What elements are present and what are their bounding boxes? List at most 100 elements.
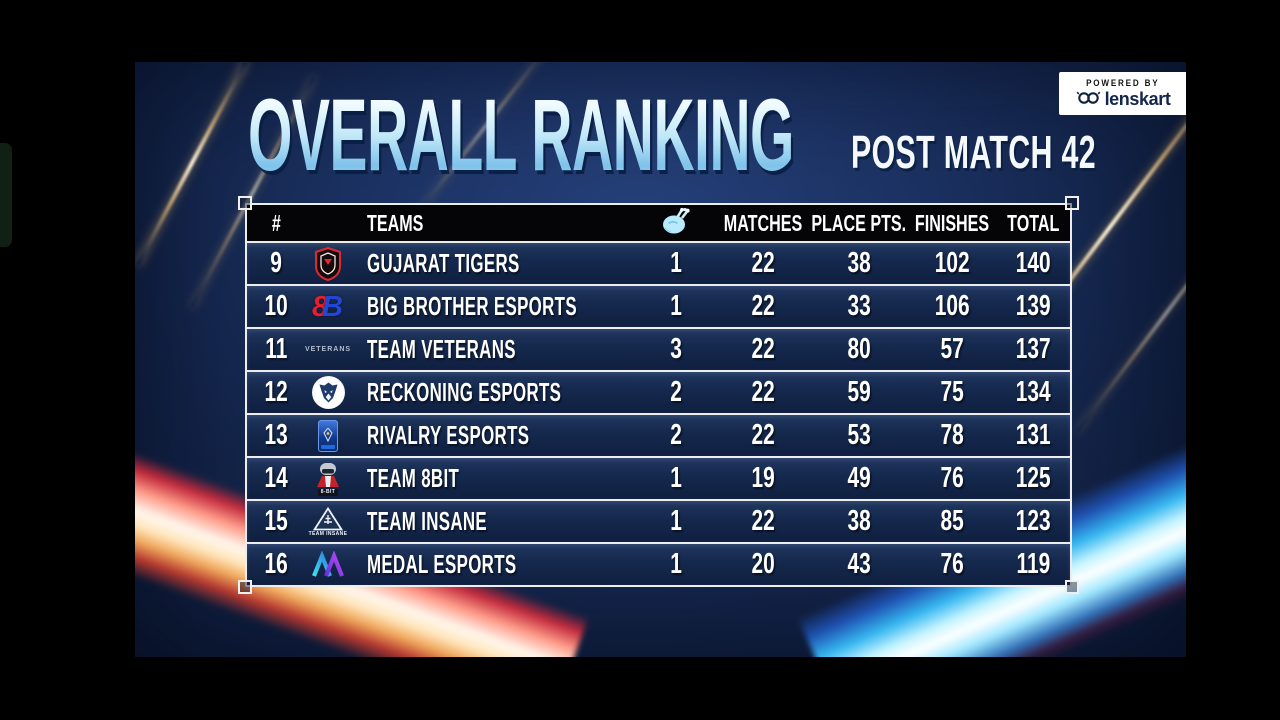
- logo-letter: 8: [312, 290, 329, 323]
- glasses-icon: [1076, 90, 1101, 109]
- team-name: GUJARAT TIGERS: [367, 248, 520, 278]
- place-points: 33: [847, 290, 871, 322]
- reckoning-esports-logo: [305, 372, 351, 413]
- table-corner-handle: [1065, 580, 1079, 594]
- finishes-column-header: FINISHES: [914, 209, 990, 236]
- powered-by-badge: POWERED BY lenskart: [1059, 72, 1186, 115]
- video-frame[interactable]: OVERALL RANKING POST MATCH 42 POWERED BY…: [135, 62, 1186, 657]
- finishes-count: 106: [934, 290, 970, 322]
- wwcd-column-header: [637, 205, 715, 241]
- table-row: 10 8 B BIG BROTHER ESPORTS 1 22 33 106 1…: [245, 286, 1072, 329]
- gold-light-streak: [1075, 191, 1186, 433]
- place-points: 80: [847, 333, 871, 365]
- matches-count: 22: [751, 376, 775, 408]
- total-points: 119: [1016, 548, 1051, 580]
- matches-count: 22: [751, 505, 775, 537]
- rank-cell: 13: [264, 419, 288, 451]
- team-8bit-logo: 8-BIT: [305, 458, 351, 499]
- total-points: 140: [1016, 247, 1051, 279]
- matches-count: 22: [751, 247, 775, 279]
- wwcd-count: 1: [670, 462, 682, 494]
- table-corner-handle: [238, 196, 252, 210]
- place-points: 38: [847, 505, 871, 537]
- matches-count: 20: [751, 548, 775, 580]
- wwcd-count: 1: [670, 247, 682, 279]
- table-row: 13 RIVALRY ESPORTS 2 22 53 78 131: [245, 415, 1072, 458]
- finishes-count: 76: [940, 548, 964, 580]
- matches-count: 19: [751, 462, 775, 494]
- table-corner-handle: [1065, 196, 1079, 210]
- rank-cell: 12: [264, 376, 288, 408]
- total-points: 131: [1016, 419, 1051, 451]
- total-points: 123: [1016, 505, 1051, 537]
- table-row: 15 TEAM INSANE TEAM INSANE 1 22 38 85 12…: [245, 501, 1072, 544]
- place-points: 59: [847, 376, 871, 408]
- wwcd-count: 1: [670, 548, 682, 580]
- table-corner-handle: [238, 580, 252, 594]
- rank-cell: 16: [264, 548, 288, 580]
- team-name: TEAM VETERANS: [367, 334, 516, 364]
- rank-cell: 10: [264, 290, 288, 322]
- finishes-count: 76: [940, 462, 964, 494]
- page-subtitle: POST MATCH 42: [851, 126, 1096, 178]
- rank-cell: 14: [264, 462, 288, 494]
- brand-name: lenskart: [1104, 88, 1171, 109]
- team-insane-logo: TEAM INSANE: [305, 501, 351, 542]
- matches-column-header: MATCHES: [723, 209, 803, 236]
- matches-count: 22: [751, 419, 775, 451]
- matches-count: 22: [751, 290, 775, 322]
- rank-column-header: #: [271, 209, 281, 236]
- team-name: RECKONING ESPORTS: [367, 377, 562, 407]
- rank-cell: 15: [264, 505, 288, 537]
- gujarat-tigers-logo: [305, 243, 351, 284]
- team-name: TEAM INSANE: [367, 506, 488, 536]
- logo-text: 8-BIT: [317, 488, 339, 496]
- team-name: BIG BROTHER ESPORTS: [367, 291, 577, 321]
- gold-light-streak: [136, 62, 248, 266]
- finishes-count: 102: [934, 247, 970, 279]
- place-pts-column-header: PLACE PTS.: [811, 209, 907, 236]
- table-row: 9 GUJARAT TIGERS 1 22 38 102 140: [245, 243, 1072, 286]
- table-row: 12 RECKONING ESPORTS 2 22 59 75 134: [245, 372, 1072, 415]
- place-points: 43: [847, 548, 871, 580]
- rank-cell: 11: [264, 333, 288, 365]
- team-name: RIVALRY ESPORTS: [367, 420, 530, 450]
- finishes-count: 75: [940, 376, 964, 408]
- table-row: 14 8-BIT TEAM 8BIT 1 19 49 76 125: [245, 458, 1072, 501]
- finishes-count: 57: [940, 333, 964, 365]
- page-title: OVERALL RANKING: [248, 78, 794, 192]
- finishes-count: 78: [940, 419, 964, 451]
- ranking-table: # TEAMS MATCHES PLACE PTS.: [238, 196, 1079, 594]
- rank-cell: 9: [270, 247, 282, 279]
- logo-letter: B: [322, 290, 343, 323]
- total-points: 134: [1016, 376, 1051, 408]
- table-row: 16 MEDAL ESPORTS 1 20: [245, 544, 1072, 587]
- wwcd-count: 1: [670, 505, 682, 537]
- total-column-header: TOTAL: [1007, 209, 1060, 236]
- place-points: 53: [847, 419, 871, 451]
- place-points: 49: [847, 462, 871, 494]
- table-row: 11 VETERANS TEAM VETERANS 3 22 80 57 137: [245, 329, 1072, 372]
- wwcd-count: 2: [670, 376, 682, 408]
- medal-esports-logo: [305, 544, 351, 585]
- total-points: 139: [1016, 290, 1051, 322]
- team-name: MEDAL ESPORTS: [367, 549, 517, 579]
- wwcd-count: 2: [670, 419, 682, 451]
- left-edge-artifact: [0, 143, 12, 247]
- table-header-row: # TEAMS MATCHES PLACE PTS.: [245, 203, 1072, 243]
- place-points: 38: [847, 247, 871, 279]
- total-points: 125: [1016, 462, 1051, 494]
- logo-text: TEAM INSANE: [308, 530, 348, 537]
- wwcd-count: 1: [670, 290, 682, 322]
- logo-text: VETERANS: [304, 346, 352, 353]
- chicken-dinner-icon: [661, 207, 692, 240]
- finishes-count: 85: [940, 505, 964, 537]
- team-veterans-logo: VETERANS: [305, 329, 351, 370]
- matches-count: 22: [751, 333, 775, 365]
- powered-by-label: POWERED BY: [1086, 77, 1160, 88]
- teams-column-header: TEAMS: [367, 209, 424, 236]
- team-name: TEAM 8BIT: [367, 463, 460, 493]
- wwcd-count: 3: [670, 333, 682, 365]
- big-brother-esports-logo: 8 B: [305, 286, 351, 327]
- rivalry-esports-logo: [305, 415, 351, 456]
